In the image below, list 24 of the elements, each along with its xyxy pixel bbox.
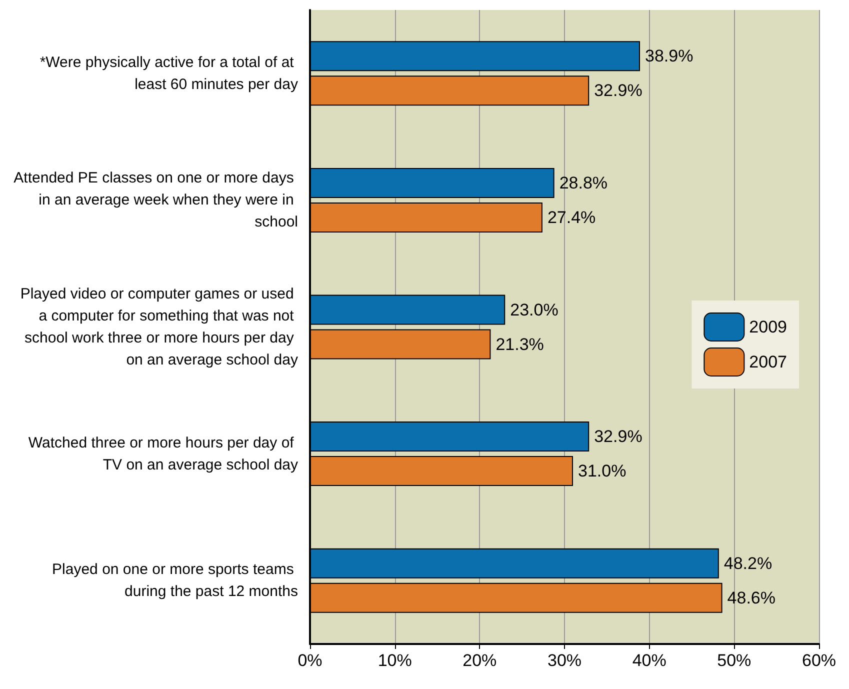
y-tick-label: Played on one or more sports teams during the past 12 months xyxy=(52,561,298,600)
data-label: 48.6% xyxy=(727,588,776,608)
y-tick-label: Watched three or more hours per day of TV on an average school day xyxy=(28,434,298,474)
x-tick-label: 20% xyxy=(462,651,497,670)
data-label: 32.9% xyxy=(594,81,642,100)
legend-label: 2009 xyxy=(749,318,788,336)
data-label: 48.2% xyxy=(724,554,772,573)
data-label: 28.8% xyxy=(559,173,608,192)
data-label: 32.9% xyxy=(594,427,642,446)
y-tick-label: *Were physically active for a total of at least 60 minutes per day xyxy=(40,54,298,93)
x-tick-label: 0% xyxy=(298,651,322,670)
legend-label: 2007 xyxy=(749,352,788,372)
y-tick-label: Attended PE classes on one or more days in an average week when they were in school xyxy=(14,170,298,231)
data-label: 21.3% xyxy=(496,334,544,354)
x-tick-label: 50% xyxy=(717,651,752,670)
data-label: 31.0% xyxy=(578,462,626,481)
x-tick-label: 30% xyxy=(547,651,582,670)
data-label: 27.4% xyxy=(547,208,596,227)
data-label: 23.0% xyxy=(510,300,558,320)
y-tick-label: Played video or computer games or used a computer for something that was not school work three or more hours per day on an average school day xyxy=(20,286,298,368)
x-tick-label: 60% xyxy=(802,651,836,670)
x-tick-label: 40% xyxy=(632,651,666,670)
data-label: 38.9% xyxy=(645,46,694,66)
x-tick-label: 10% xyxy=(378,651,412,670)
